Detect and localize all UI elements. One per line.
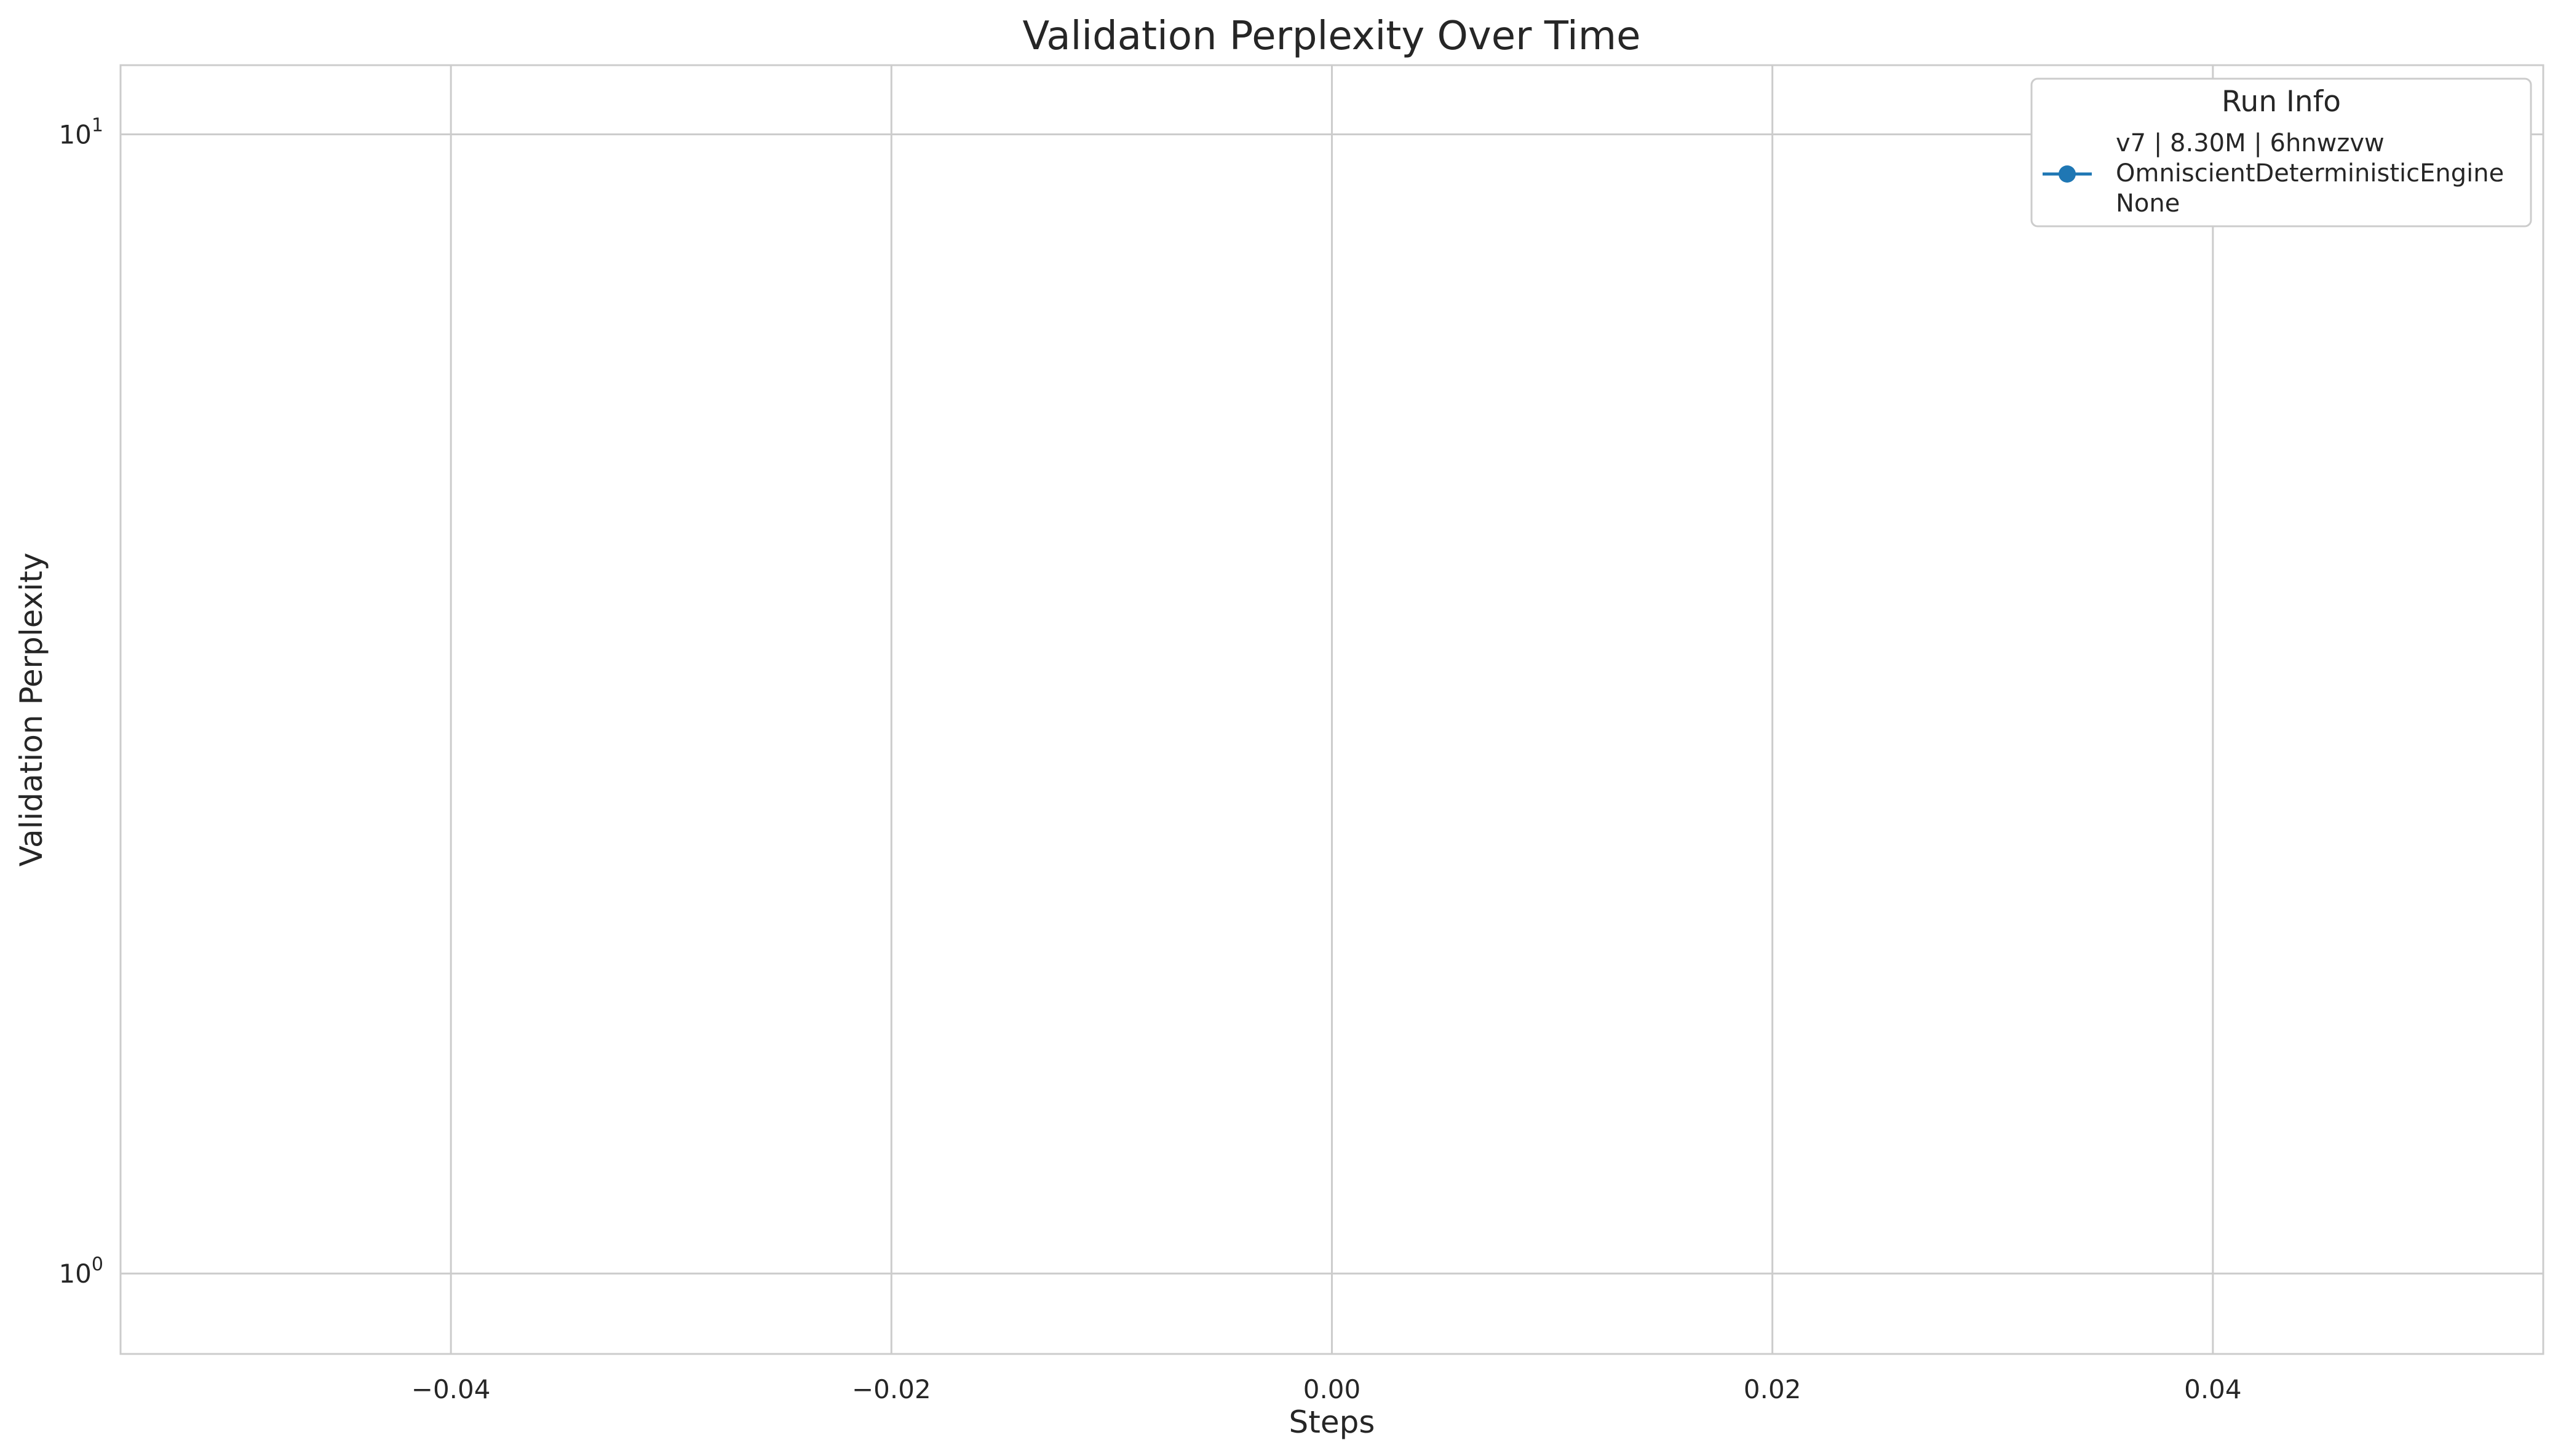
x-tick-label: 0.02 [1744, 1374, 1801, 1404]
x-tick-label: 0.04 [2184, 1374, 2242, 1404]
legend-series-label-line-2: OmniscientDeterministicEngine [2116, 159, 2504, 188]
x-axis-title: Steps [1289, 1404, 1375, 1440]
plot-frame [119, 64, 2544, 1355]
x-tick-label: −0.02 [852, 1374, 931, 1404]
legend-series-marker [2059, 165, 2076, 183]
x-gridlines [450, 65, 2214, 1354]
y-axis-title: Validation Perplexity [14, 553, 49, 867]
y-tick-label: 100 [58, 1254, 103, 1289]
legend-series-label-line-3: None [2116, 189, 2180, 218]
x-tick-label: 0.00 [1303, 1374, 1361, 1404]
legend-title: Run Info [2222, 85, 2341, 119]
legend: Run Info v7 | 8.30M | 6hnwzvw Omniscient… [2030, 77, 2532, 228]
y-tick-labels: 100 101 [58, 114, 103, 1289]
legend-series-label-line-1: v7 | 8.30M | 6hnwzvw [2116, 129, 2385, 157]
chart-title: Validation Perplexity Over Time [1023, 14, 1641, 59]
legend-box [2030, 77, 2532, 228]
y-tick-label: 101 [58, 114, 103, 149]
x-tick-labels: −0.04 −0.02 0.00 0.02 0.04 [411, 1374, 2242, 1404]
x-tick-label: −0.04 [411, 1374, 491, 1404]
